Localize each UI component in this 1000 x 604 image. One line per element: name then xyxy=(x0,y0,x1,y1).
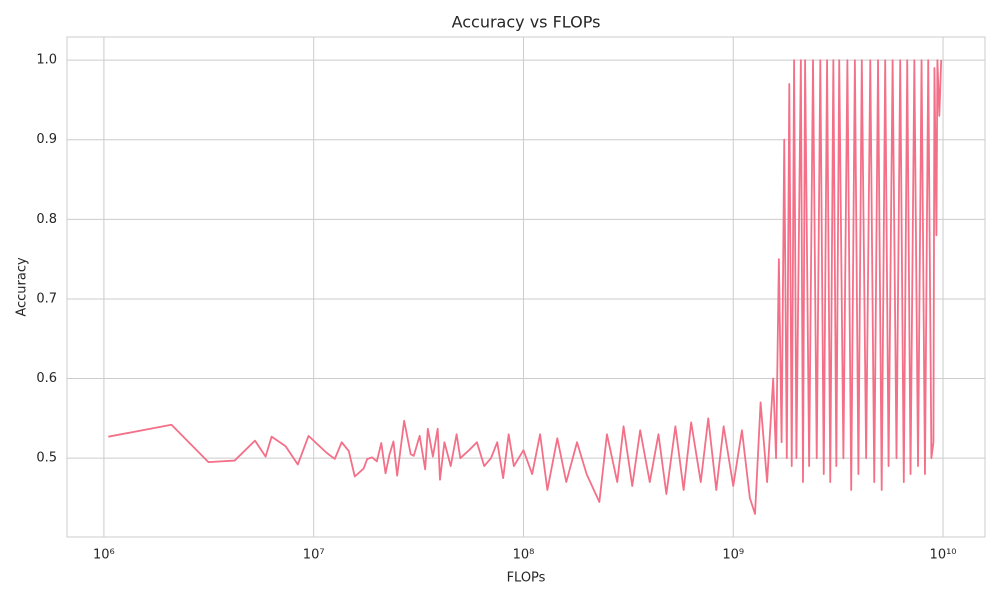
x-axis-label: FLOPs xyxy=(507,571,546,586)
y-tick-label: 0.7 xyxy=(36,291,57,306)
y-axis-label: Accuracy xyxy=(15,257,30,317)
x-tick-label: 10⁸ xyxy=(513,548,535,563)
x-tick-label: 10⁷ xyxy=(303,548,325,563)
chart-title: Accuracy vs FLOPs xyxy=(452,13,601,32)
x-tick-label: 10¹⁰ xyxy=(930,548,957,563)
plot-frame xyxy=(66,36,986,538)
y-tick-label: 0.8 xyxy=(36,212,57,227)
x-tick-label: 10⁹ xyxy=(722,548,744,563)
y-tick-label: 1.0 xyxy=(36,53,57,68)
x-tick-label: 10⁶ xyxy=(93,548,115,563)
y-tick-label: 0.6 xyxy=(36,371,57,386)
data-line xyxy=(108,59,943,515)
y-tick-label: 0.5 xyxy=(36,451,57,466)
y-tick-label: 0.9 xyxy=(36,132,57,147)
